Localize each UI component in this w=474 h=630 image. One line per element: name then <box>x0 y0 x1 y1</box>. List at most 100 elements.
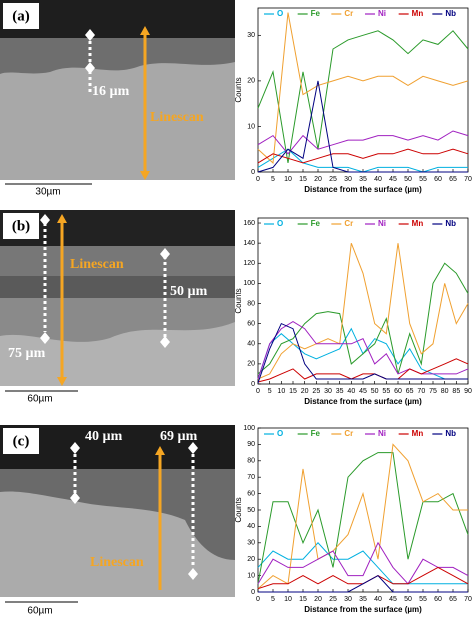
y-tick-label: 10 <box>247 572 255 579</box>
y-tick-label: 100 <box>243 425 255 432</box>
legend-label: Nb <box>445 9 456 18</box>
x-tick-label: 65 <box>449 176 457 183</box>
legend-label: Fe <box>311 219 321 228</box>
y-tick-label: 50 <box>247 507 255 514</box>
panel-label: (a) <box>12 8 30 24</box>
x-tick-label: 55 <box>382 388 390 395</box>
x-tick-label: 40 <box>347 388 355 395</box>
legend-label: Fe <box>311 9 321 18</box>
legend-label: Nb <box>445 219 456 228</box>
x-tick-label: 45 <box>389 176 397 183</box>
y-tick-label: 140 <box>243 240 255 247</box>
x-tick-label: 0 <box>256 596 260 603</box>
y-tick-label: 20 <box>247 556 255 563</box>
x-tick-label: 10 <box>277 388 285 395</box>
legend-label: Ni <box>378 429 386 438</box>
annotation: 69 µm <box>160 429 198 444</box>
annotation: 16 µm <box>92 84 130 99</box>
x-tick-label: 80 <box>441 388 449 395</box>
x-tick-label: 15 <box>299 176 307 183</box>
legend-label: O <box>277 429 283 438</box>
series-line <box>257 542 468 585</box>
x-tick-label: 60 <box>434 176 442 183</box>
x-tick-label: 60 <box>394 388 402 395</box>
legend-label: O <box>277 9 283 18</box>
x-tick-label: 30 <box>324 388 332 395</box>
y-axis-label: Counts <box>234 288 243 313</box>
series-line <box>257 80 468 173</box>
legend-label: Ni <box>378 9 386 18</box>
x-tick-label: 50 <box>404 176 412 183</box>
legend-label: Cr <box>344 219 353 228</box>
y-tick-label: 0 <box>251 589 255 596</box>
x-tick-label: 20 <box>301 388 309 395</box>
series-line <box>257 243 469 380</box>
series-line <box>257 262 469 375</box>
x-tick-label: 5 <box>271 176 275 183</box>
x-tick-label: 35 <box>359 176 367 183</box>
panel-label: (c) <box>13 433 30 449</box>
annotation: 50 µm <box>170 284 208 299</box>
legend-label: Fe <box>311 429 321 438</box>
series-line <box>257 322 468 384</box>
x-axis-label: Distance from the surface (µm) <box>304 605 422 614</box>
series-line <box>257 541 469 585</box>
x-tick-label: 35 <box>336 388 344 395</box>
y-tick-label: 10 <box>247 123 255 130</box>
x-tick-label: 20 <box>314 176 322 183</box>
x-tick-label: 55 <box>419 596 427 603</box>
y-tick-label: 20 <box>247 361 255 368</box>
legend-label: Cr <box>344 9 353 18</box>
x-tick-label: 10 <box>284 596 292 603</box>
legend-label: O <box>277 219 283 228</box>
x-tick-label: 65 <box>449 596 457 603</box>
x-tick-label: 25 <box>329 596 337 603</box>
y-tick-label: 160 <box>243 220 255 227</box>
y-axis-label: Counts <box>234 77 243 102</box>
x-tick-label: 5 <box>268 388 272 395</box>
plot-frame <box>257 7 469 173</box>
series-line <box>257 443 468 590</box>
scale-bar: 60µm <box>27 394 52 405</box>
series-line <box>257 358 469 383</box>
y-axis-label: Counts <box>234 497 243 522</box>
x-tick-label: 70 <box>464 176 472 183</box>
x-tick-label: 20 <box>314 596 322 603</box>
y-tick-label: 40 <box>247 341 255 348</box>
y-tick-label: 0 <box>251 169 255 176</box>
x-tick-label: 30 <box>344 596 352 603</box>
x-tick-label: 45 <box>389 596 397 603</box>
x-tick-label: 55 <box>419 176 427 183</box>
x-tick-label: 10 <box>284 176 292 183</box>
legend-label: Ni <box>378 219 386 228</box>
x-tick-label: 0 <box>256 176 260 183</box>
x-tick-label: 60 <box>434 596 442 603</box>
y-tick-label: 60 <box>247 320 255 327</box>
x-tick-label: 25 <box>312 388 320 395</box>
y-tick-label: 60 <box>247 490 255 497</box>
legend-label: Nb <box>445 429 456 438</box>
y-tick-label: 30 <box>247 540 255 547</box>
x-tick-label: 30 <box>344 176 352 183</box>
series-line <box>257 12 469 164</box>
legend-label: Cr <box>344 429 353 438</box>
y-tick-label: 80 <box>247 300 255 307</box>
y-tick-label: 80 <box>247 458 255 465</box>
series-line <box>257 321 469 380</box>
x-tick-label: 50 <box>371 388 379 395</box>
x-axis-label: Distance from the surface (µm) <box>304 185 422 194</box>
x-tick-label: 15 <box>289 388 297 395</box>
scale-bar: 60µm <box>27 606 52 617</box>
x-tick-label: 15 <box>299 596 307 603</box>
x-tick-label: 35 <box>359 596 367 603</box>
y-tick-label: 20 <box>247 78 255 85</box>
x-tick-label: 70 <box>464 596 472 603</box>
y-tick-label: 40 <box>247 523 255 530</box>
legend-label: Mn <box>412 429 424 438</box>
y-tick-label: 30 <box>247 32 255 39</box>
scale-bar: 30µm <box>35 187 60 198</box>
x-tick-label: 70 <box>417 388 425 395</box>
annotation: 40 µm <box>85 429 123 444</box>
